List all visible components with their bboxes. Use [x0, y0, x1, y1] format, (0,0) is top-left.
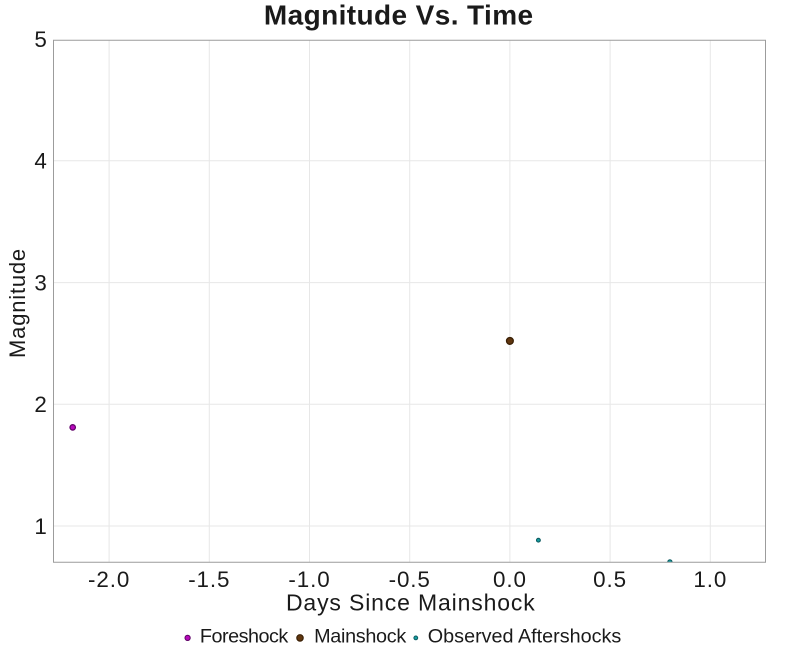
svg-text:Observed Aftershocks: Observed Aftershocks	[428, 626, 622, 648]
svg-text:Foreshock: Foreshock	[200, 626, 288, 648]
svg-text:0.0: 0.0	[493, 567, 527, 592]
svg-text:-1.5: -1.5	[188, 567, 230, 592]
svg-text:-1.0: -1.0	[288, 567, 330, 592]
svg-text:1.0: 1.0	[693, 567, 727, 592]
svg-text:2: 2	[34, 392, 46, 417]
svg-text:Magnitude Vs. Time: Magnitude Vs. Time	[264, 0, 534, 30]
svg-text:0.5: 0.5	[593, 567, 627, 592]
svg-text:1: 1	[34, 514, 46, 539]
svg-text:-0.5: -0.5	[389, 567, 431, 592]
svg-text:4: 4	[34, 149, 46, 174]
svg-text:Mainshock: Mainshock	[314, 626, 406, 648]
svg-text:Days Since Mainshock: Days Since Mainshock	[286, 590, 536, 616]
svg-text:3: 3	[34, 270, 46, 295]
svg-text:-2.0: -2.0	[88, 567, 130, 592]
svg-text:5: 5	[34, 27, 46, 52]
svg-text:Magnitude: Magnitude	[5, 248, 30, 358]
